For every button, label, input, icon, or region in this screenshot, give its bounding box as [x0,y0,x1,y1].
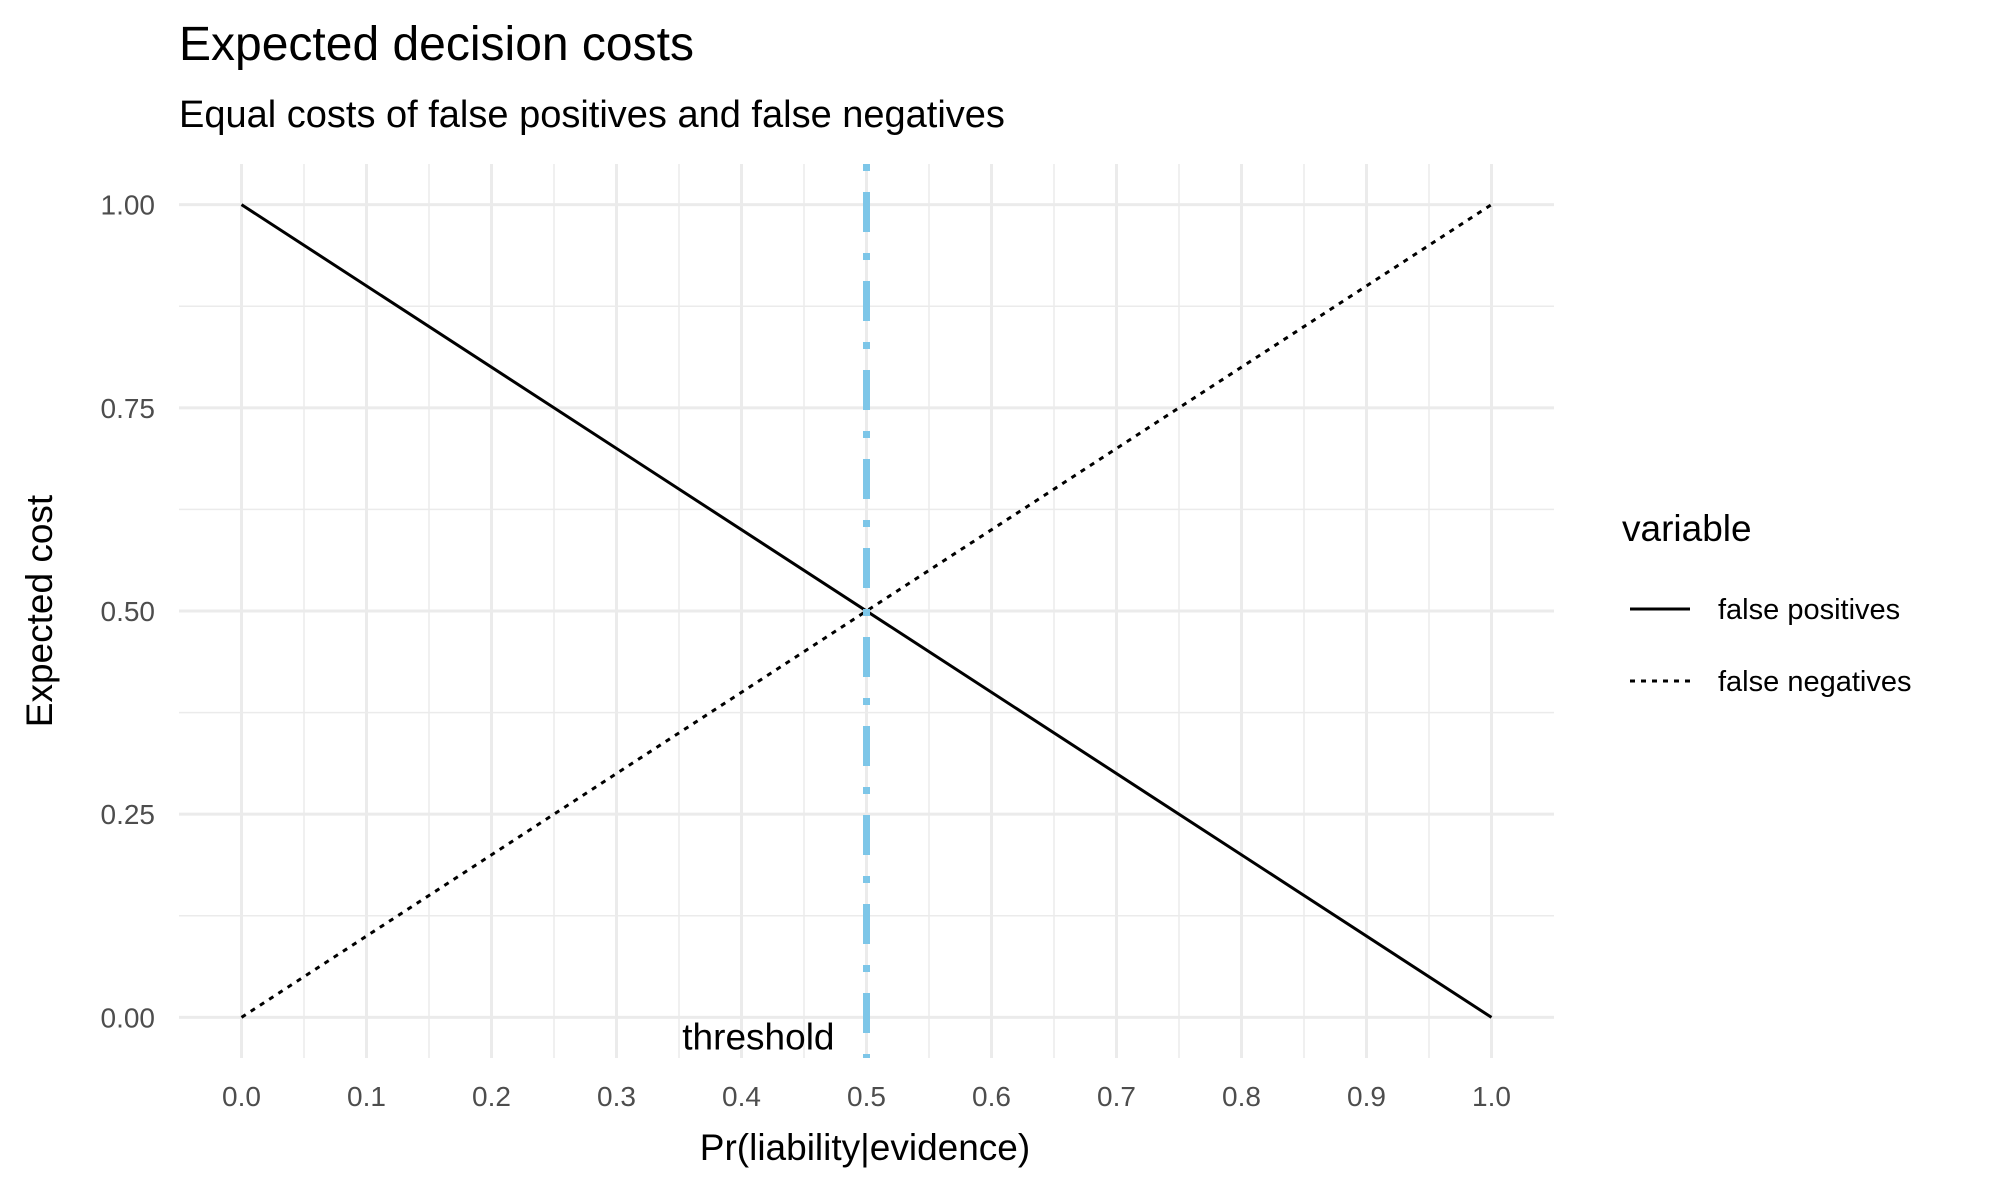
x-ticks: 0.0 0.1 0.2 0.3 0.4 0.5 0.6 0.7 0.8 0.9 1.0 [222,1081,1511,1112]
chart-title: Expected decision costs [179,18,694,71]
x-tick-label: 0.1 [347,1081,386,1112]
y-tick-label: 0.25 [101,799,156,830]
x-tick-label: 0.6 [972,1081,1011,1112]
threshold-label: threshold [682,1016,834,1057]
x-tick-label: 0.7 [1097,1081,1136,1112]
legend-label-false-positives: false positives [1718,594,1900,626]
x-tick-label: 0.8 [1222,1081,1261,1112]
x-tick-label: 0.5 [847,1081,886,1112]
y-tick-label: 1.00 [101,190,156,221]
chart-subtitle: Equal costs of false positives and false… [179,94,1005,136]
x-tick-label: 1.0 [1472,1081,1511,1112]
y-tick-label: 0.00 [101,1002,156,1033]
x-tick-label: 0.4 [722,1081,761,1112]
x-axis-title: Pr(liability|evidence) [700,1127,1030,1168]
y-tick-label: 0.50 [101,596,156,627]
y-axis-title: Expected cost [19,494,60,727]
legend: variable false positives false negatives [1622,508,1911,698]
legend-title: variable [1622,508,1752,549]
x-tick-label: 0.3 [597,1081,636,1112]
y-tick-label: 0.75 [101,393,156,424]
x-tick-label: 0.2 [472,1081,511,1112]
legend-label-false-negatives: false negatives [1718,666,1911,698]
y-ticks: 0.00 0.25 0.50 0.75 1.00 [101,190,156,1034]
x-tick-label: 0.9 [1347,1081,1386,1112]
x-tick-label: 0.0 [222,1081,261,1112]
